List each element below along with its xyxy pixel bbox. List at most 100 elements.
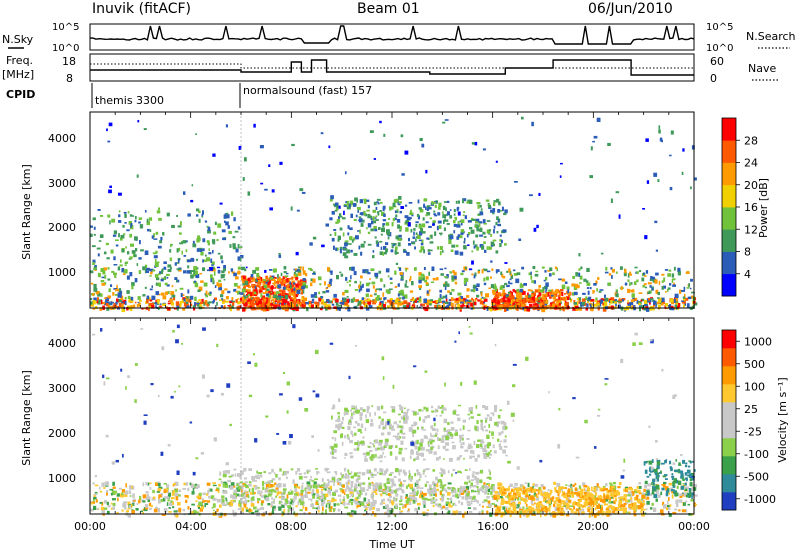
- velocity-pixel: [123, 501, 128, 503]
- velocity-pixel: [486, 496, 490, 499]
- power-pixel: [206, 240, 210, 243]
- power-pixel: [463, 239, 466, 243]
- power-pixel: [264, 269, 267, 273]
- power-pixel: [130, 305, 133, 308]
- velocity-pixel: [483, 499, 488, 502]
- power-pixel: [369, 130, 374, 133]
- power-pixel: [309, 242, 313, 246]
- power-pixel: [257, 283, 260, 286]
- power-pixel: [342, 232, 345, 237]
- power-pixel: [402, 291, 405, 297]
- power-pixel: [636, 279, 639, 283]
- velocity-pixel: [231, 501, 234, 504]
- velocity-pixel: [540, 513, 542, 518]
- power-pixel: [292, 290, 295, 294]
- velocity-pixel: [187, 487, 190, 492]
- velocity-pixel: [320, 502, 324, 507]
- power-pixel: [639, 306, 641, 312]
- velocity-pixel: [144, 504, 149, 508]
- velocity-pixel: [411, 496, 416, 499]
- velocity-pixel: [683, 492, 687, 497]
- power-pixel: [345, 171, 347, 175]
- velocity-pixel: [323, 482, 326, 484]
- power-pixel: [223, 278, 226, 281]
- power-pixel: [281, 302, 284, 306]
- velocity-pixel: [487, 493, 490, 495]
- power-pixel: [665, 291, 667, 293]
- velocity-pixel: [168, 492, 171, 497]
- power-pixel: [233, 272, 237, 277]
- power-pixel: [504, 262, 508, 264]
- velocity-pixel: [566, 500, 570, 503]
- power-pixel: [251, 300, 255, 305]
- velocity-pixel: [94, 484, 99, 487]
- power-pixel: [501, 297, 505, 302]
- velocity-pixel: [487, 488, 491, 493]
- power-pixel: [179, 242, 183, 245]
- power-pixel: [480, 297, 483, 301]
- power-pixel: [107, 278, 111, 281]
- power-pixel: [211, 264, 214, 266]
- velocity-pixel: [287, 491, 291, 495]
- velocity-pixel: [386, 478, 390, 482]
- power-pixel: [264, 188, 268, 191]
- power-pixel: [429, 299, 434, 303]
- power-pixel: [278, 254, 282, 258]
- velocity-pixel: [684, 486, 689, 489]
- velocity-pixel: [419, 474, 422, 478]
- power-pixel: [562, 307, 565, 312]
- power-pixel: [115, 239, 119, 241]
- velocity-pixel: [473, 499, 477, 503]
- power-pixel: [223, 266, 226, 272]
- velocity-pixel: [240, 489, 243, 493]
- cpid-label: CPID: [6, 88, 35, 101]
- velocity-pixel: [551, 498, 554, 502]
- power-pixel: [416, 297, 421, 301]
- velocity-pixel: [609, 482, 613, 485]
- power-pixel: [249, 305, 252, 309]
- power-pixel: [221, 229, 226, 233]
- power-pixel: [298, 280, 300, 285]
- power-pixel: [140, 249, 144, 252]
- power-pixel: [438, 297, 442, 302]
- power-pixel: [349, 200, 354, 205]
- velocity-pixel: [388, 473, 393, 476]
- power-pixel: [318, 276, 322, 281]
- power-pixel: [196, 248, 200, 252]
- velocity-pixel: [538, 510, 542, 513]
- velocity-pixel: [219, 471, 222, 476]
- velocity-pixel: [599, 498, 603, 503]
- power-pixel: [287, 302, 292, 305]
- power-pixel: [486, 229, 491, 234]
- velocity-pixel: [635, 496, 639, 501]
- velocity-pixel: [139, 495, 142, 500]
- power-pixel: [303, 301, 306, 306]
- velocity-pixel: [395, 489, 397, 494]
- power-pixel: [293, 276, 297, 279]
- power-pixel: [439, 268, 444, 271]
- power-pixel: [462, 199, 465, 204]
- velocity-pixel: [243, 477, 247, 480]
- velocity-pixel: [303, 472, 307, 475]
- power-pixel: [380, 278, 383, 282]
- power-pixel: [426, 305, 429, 308]
- velocity-pixel: [371, 481, 374, 484]
- velocity-pixel: [425, 468, 430, 471]
- velocity-pixel: [643, 508, 646, 511]
- velocity-pixel: [248, 509, 252, 512]
- power-pixel: [353, 306, 357, 309]
- power-pixel: [367, 231, 371, 234]
- power-pixel: [506, 284, 510, 288]
- velocity-pixel: [599, 487, 602, 492]
- velocity-pixel: [326, 486, 329, 489]
- velocity-panel: 1000 2000 3000 4000 Slant Range [km] 100…: [20, 317, 789, 518]
- power-pixel: [597, 300, 601, 303]
- velocity-pixel: [184, 495, 189, 498]
- power-ytick-3000: 3000: [48, 177, 76, 190]
- velocity-pixel: [90, 502, 94, 505]
- power-pixel: [217, 286, 220, 288]
- velocity-pixel: [248, 488, 251, 493]
- velocity-pixel: [566, 492, 571, 496]
- power-pixel: [556, 267, 558, 272]
- velocity-pixel: [389, 498, 392, 504]
